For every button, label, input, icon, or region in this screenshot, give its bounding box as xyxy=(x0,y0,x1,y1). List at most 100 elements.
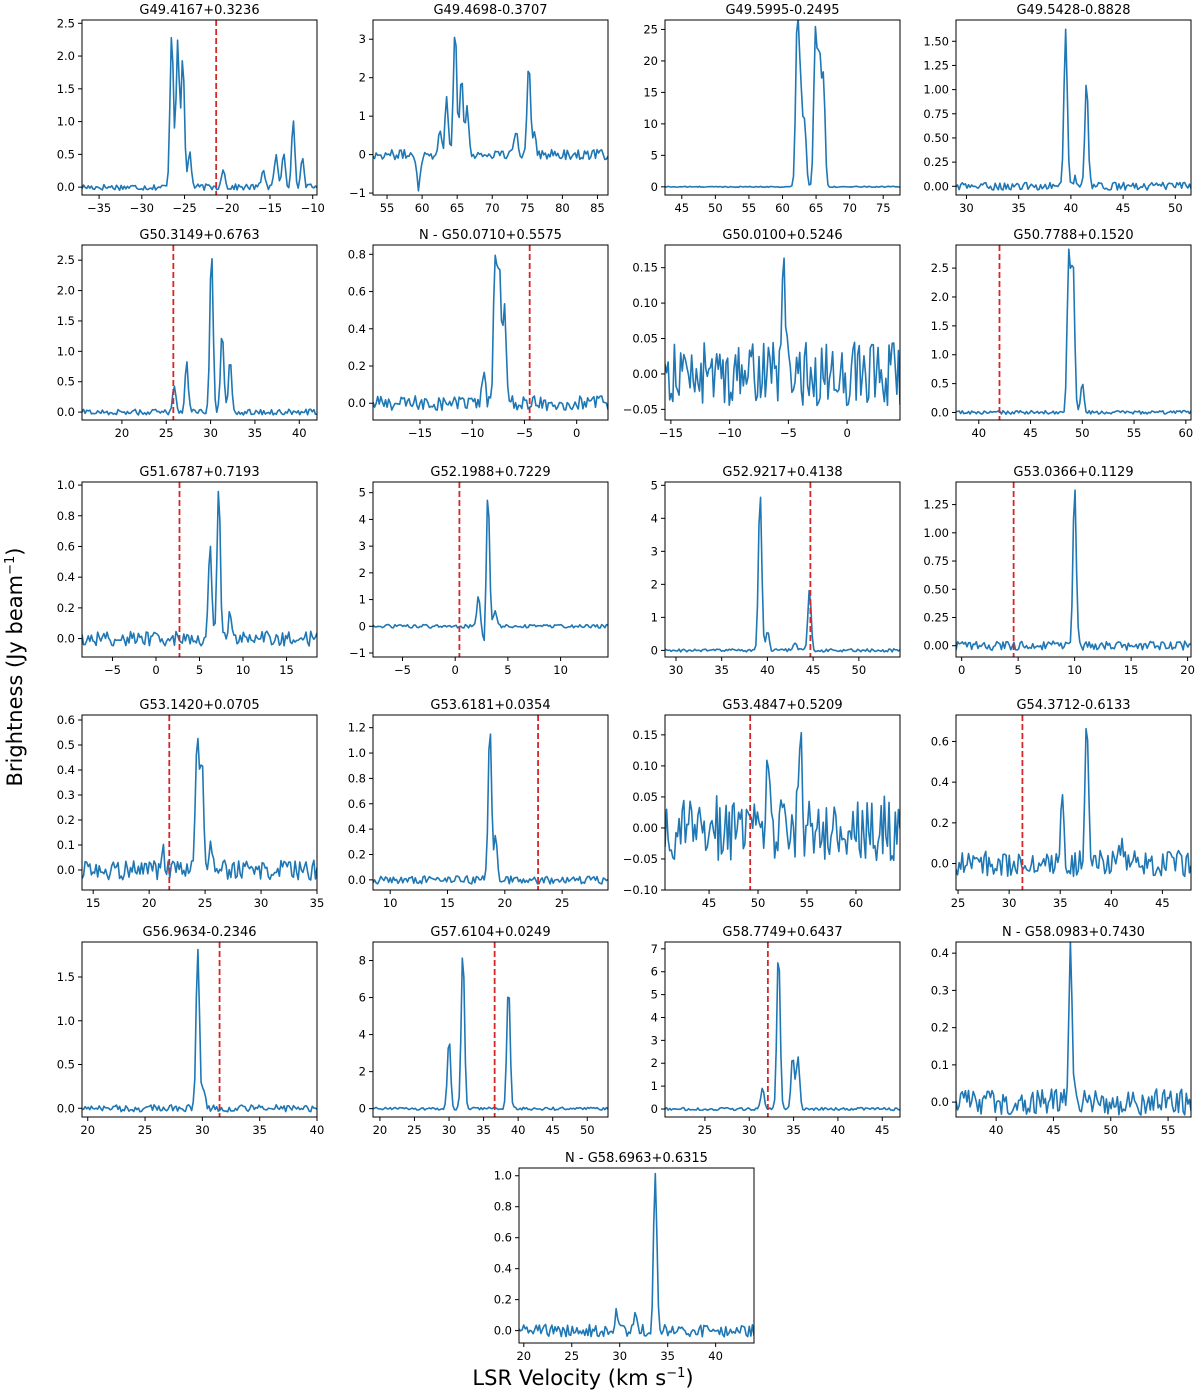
spectrum-panel: 45 50 55 60 65 70 75 0 5 10 15 20 25 G49.5995-0.2495 xyxy=(643,3,901,215)
spectrum-line xyxy=(665,962,900,1112)
y-tick-label: 0.8 xyxy=(494,1200,512,1214)
axes-frame xyxy=(955,481,1192,658)
x-tick-label: 55 xyxy=(800,896,815,910)
spectrum-line xyxy=(82,258,317,416)
y-tick-label: 1 xyxy=(651,1079,658,1093)
y-tick-label: 0.4 xyxy=(494,1262,512,1276)
x-tick-label: 45 xyxy=(1046,1123,1061,1137)
spectrum-panel: 0 5 10 15 20 0.00 0.25 0.50 0.75 1.00 1.25 G53.0366… xyxy=(923,465,1195,677)
x-tick-label: 15 xyxy=(440,896,455,910)
x-tick-label: 40 xyxy=(708,1349,723,1363)
y-tick-label: 1.25 xyxy=(923,498,949,512)
y-tick-label: 0.15 xyxy=(632,728,658,742)
y-tick-label: 2.5 xyxy=(931,261,949,275)
y-tick-label: 0.2 xyxy=(931,1021,949,1035)
spectrum-line xyxy=(82,490,317,647)
x-tick-label: 30 xyxy=(612,1349,627,1363)
y-tick-label: 0 xyxy=(651,643,658,657)
x-tick-label: 30 xyxy=(959,201,974,215)
y-tick-label: 0.05 xyxy=(632,790,658,804)
y-tick-label: 2.0 xyxy=(57,49,75,63)
spectrum-panel: 30 35 40 45 50 0.00 0.25 0.50 0.75 1.00 1.25 1.50 G4… xyxy=(923,3,1192,215)
spectrum-panel: 20 25 30 35 40 0.0 0.5 1.0 1.5 2.0 2.5 G50.3149+0.6… xyxy=(57,228,318,440)
y-tick-label: 0.4 xyxy=(348,822,366,836)
x-tick-label: 25 xyxy=(698,1123,713,1137)
panel-title: G52.9217+0.4138 xyxy=(722,465,842,480)
x-tick-label: 10 xyxy=(236,663,251,677)
y-tick-label: 0 xyxy=(359,1102,366,1116)
x-tick-label: 75 xyxy=(520,201,535,215)
x-tick-label: 45 xyxy=(875,1123,890,1137)
y-tick-label: 0.10 xyxy=(632,759,658,773)
y-tick-label: 1.5 xyxy=(931,319,949,333)
y-tick-label: 1.5 xyxy=(57,82,75,96)
spectrum-line xyxy=(665,257,900,407)
y-tick-label: 0.10 xyxy=(632,296,658,310)
x-tick-label: 0 xyxy=(958,663,965,677)
panel-title: G49.5428-0.8828 xyxy=(1016,3,1130,18)
x-tick-label: −25 xyxy=(172,201,196,215)
x-tick-label: −15 xyxy=(659,426,683,440)
y-tick-label: 0.4 xyxy=(57,570,75,584)
y-tick-label: 1.0 xyxy=(348,746,366,760)
x-tick-label: 20 xyxy=(115,426,130,440)
y-tick-label: 0.8 xyxy=(348,247,366,261)
y-tick-label: 1.0 xyxy=(57,478,75,492)
x-tick-label: 30 xyxy=(669,663,684,677)
panel-title: G49.4698-0.3707 xyxy=(433,3,547,18)
x-tick-label: 50 xyxy=(1168,201,1183,215)
y-tick-label: 3 xyxy=(359,32,366,46)
x-tick-label: 30 xyxy=(254,896,269,910)
panel-title: G51.6787+0.7193 xyxy=(139,465,259,480)
x-tick-label: 35 xyxy=(1011,201,1026,215)
spectrum-line xyxy=(373,499,608,642)
panel-title: G50.0100+0.5246 xyxy=(722,228,842,243)
axes-frame xyxy=(955,244,1192,421)
x-tick-label: 10 xyxy=(383,896,398,910)
y-tick-label: 15 xyxy=(643,85,658,99)
y-tick-label: 0 xyxy=(651,1102,658,1116)
y-tick-label: 0.5 xyxy=(931,377,949,391)
spectrum-panel: 40 45 50 55 60 0.0 0.5 1.0 1.5 2.0 2.5 G50.7788+0.1… xyxy=(931,228,1193,440)
x-tick-label: 25 xyxy=(198,896,213,910)
panel-title: G54.3712-0.6133 xyxy=(1016,698,1130,713)
axes-frame xyxy=(81,941,318,1118)
y-tick-label: 0.0 xyxy=(494,1324,512,1338)
x-tick-label: 55 xyxy=(1127,426,1142,440)
x-tick-label: 45 xyxy=(1116,201,1131,215)
spectrum-line xyxy=(956,248,1191,415)
y-tick-label: 1 xyxy=(651,610,658,624)
y-tick-label: 0.75 xyxy=(923,554,949,568)
x-tick-label: 50 xyxy=(708,201,723,215)
x-tick-label: 40 xyxy=(831,1123,846,1137)
y-tick-label: 1.25 xyxy=(923,58,949,72)
x-tick-label: 55 xyxy=(742,201,757,215)
x-tick-label: 30 xyxy=(442,1123,457,1137)
x-tick-label: 45 xyxy=(1023,426,1038,440)
y-tick-label: 0.6 xyxy=(57,539,75,553)
y-tick-label: 0.0 xyxy=(931,1095,949,1109)
spectrum-line xyxy=(82,36,317,192)
x-tick-label: 25 xyxy=(564,1349,579,1363)
x-tick-label: 40 xyxy=(1064,201,1079,215)
panel-title: G49.4167+0.3236 xyxy=(139,3,259,18)
y-tick-label: 2 xyxy=(359,1065,366,1079)
y-tick-label: 0.8 xyxy=(348,771,366,785)
x-axis-label-tail: ) xyxy=(685,1366,693,1390)
y-tick-label: 0.1 xyxy=(57,838,75,852)
y-axis-label: Brightness (Jy beam−1) xyxy=(3,548,27,787)
x-tick-label: 70 xyxy=(485,201,500,215)
x-tick-label: −10 xyxy=(460,426,484,440)
x-tick-label: 50 xyxy=(580,1123,595,1137)
y-tick-label: 0.0 xyxy=(931,405,949,419)
x-tick-label: 20 xyxy=(498,896,513,910)
x-tick-label: 15 xyxy=(1124,663,1139,677)
axes-frame xyxy=(955,941,1192,1118)
x-tick-label: 25 xyxy=(407,1123,422,1137)
y-tick-label: 0.2 xyxy=(57,813,75,827)
x-tick-label: 40 xyxy=(511,1123,526,1137)
x-tick-label: 50 xyxy=(751,896,766,910)
x-tick-label: 0 xyxy=(152,663,159,677)
x-tick-label: 15 xyxy=(279,663,294,677)
x-tick-label: 45 xyxy=(1155,896,1170,910)
